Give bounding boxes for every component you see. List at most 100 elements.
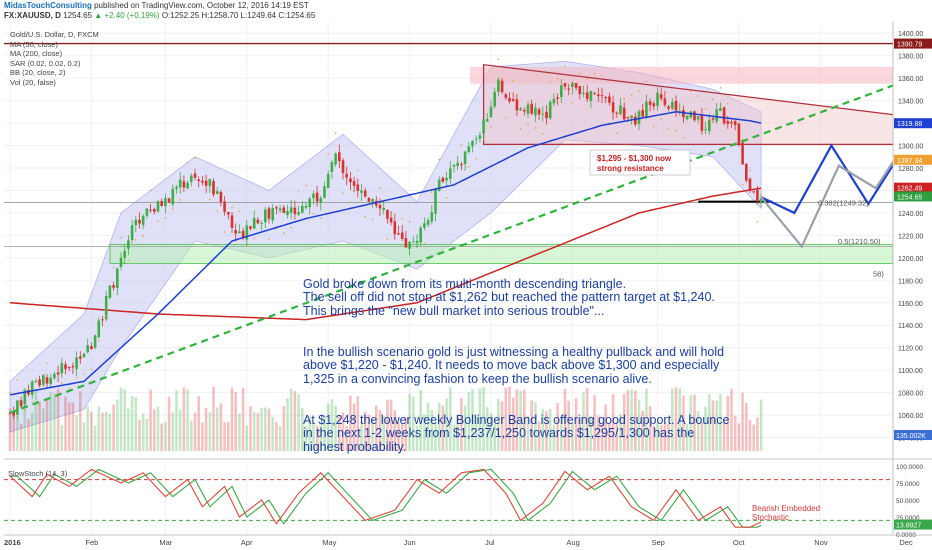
volume-bar [571,423,574,451]
candle-body [90,346,93,350]
candle-body [67,366,71,369]
volume-bar [234,392,237,451]
time-tick-label: Jul [485,538,495,547]
price-tick-label: 1200.00 [898,256,923,263]
volume-bar [678,388,681,451]
legend-ma50[interactable]: MA (50, close) [10,39,58,49]
price-tag [894,118,932,129]
volume-bar [745,402,748,451]
volume-bar [497,398,500,451]
uptrend-line [9,69,932,414]
candle-body [116,268,119,289]
legend-ma200[interactable]: MA (200, close) [10,49,63,58]
sar-dot [667,128,670,130]
sar-dot [749,169,751,172]
volume-bar [659,425,663,451]
volume-tag-label: 135.002K [896,433,926,440]
candle-body [167,198,171,203]
sar-dot [423,242,426,245]
volume-bar [696,411,700,451]
volume-bar [567,400,570,451]
volume-bar [648,405,652,451]
sar-dot [312,213,315,215]
candle-body [64,364,67,369]
sar-dot [297,191,300,193]
candle-body [578,86,582,95]
price-tag-label: 1254.65 [897,194,922,201]
sar-dot [349,201,352,204]
volume-bar [178,409,182,451]
volume-bar [504,387,508,451]
candle-body [645,101,648,118]
legend-series: Gold/U.S. Dollar, D, FXCM [10,30,99,39]
sar-dot [475,158,478,160]
volume-bar [415,425,419,451]
sar-dot [408,220,411,223]
sar-dot [394,213,396,215]
candle-body [434,188,437,214]
legend-bb[interactable]: BB (20, close, 2) [10,68,66,77]
time-tick-label: Aug [566,538,579,547]
candle-body [338,152,341,162]
time-tick-label: 2016 [4,538,21,547]
volume-bar [53,396,56,451]
volume-bar [449,387,452,451]
volume-bar [471,389,474,451]
candle-body [497,79,500,92]
volume-bar [482,387,485,451]
volume-bar [186,389,189,451]
candle-body [663,98,667,105]
candle-body [352,181,356,186]
candle-body [726,121,730,124]
sar-dot [46,362,48,365]
candle-body [478,135,482,139]
candle-body [197,179,200,181]
sar-dot [401,217,404,220]
candle-body [82,353,86,358]
volume-bar [338,416,341,451]
candle-body [582,92,585,94]
candle-body [567,88,570,90]
stoch-tick-label: 0.0000 [896,532,916,539]
sar-dot [24,409,26,412]
candle-body [386,209,389,219]
candle-body [201,180,204,183]
sar-dot [16,379,19,382]
volume-bar [289,388,293,451]
candle-body [560,85,563,98]
volume-bar [656,423,659,451]
sar-dot [268,238,270,240]
volume-bar [241,388,245,451]
sar-dot [682,136,685,139]
candle-body [515,99,519,111]
stoch-label: SlowStoch (14, 3) [8,469,68,478]
volume-bar [445,398,448,451]
candle-body [659,94,663,99]
time-tick-label: Mar [159,538,172,547]
price-tag [894,154,932,165]
volume-bar [622,393,626,451]
candle-body [45,377,49,384]
volume-bar [138,419,141,451]
fib-382-label: 0.382(1249.32) [818,198,869,207]
volume-bar [704,406,707,451]
candle-body [349,178,352,183]
candle-body [308,198,311,207]
sar-dot [719,86,722,89]
candle-body [523,109,526,112]
volume-bar [219,403,223,451]
candle-body [415,240,419,244]
volume-bar [397,422,400,451]
volume-bar [175,390,178,451]
time-tick-label: Oct [733,538,746,547]
publisher-name[interactable]: MidasTouchConsulting [4,1,92,10]
legend-sar[interactable]: SAR (0.02, 0.02, 0.2) [10,58,81,68]
volume-bar [230,387,234,451]
volume-bar [60,425,64,451]
candle-body [127,240,130,249]
legend-vol[interactable]: Vol (20, false) [10,77,56,87]
candle-body [737,123,741,145]
support-zone [109,243,894,264]
volume-bar [689,395,693,451]
